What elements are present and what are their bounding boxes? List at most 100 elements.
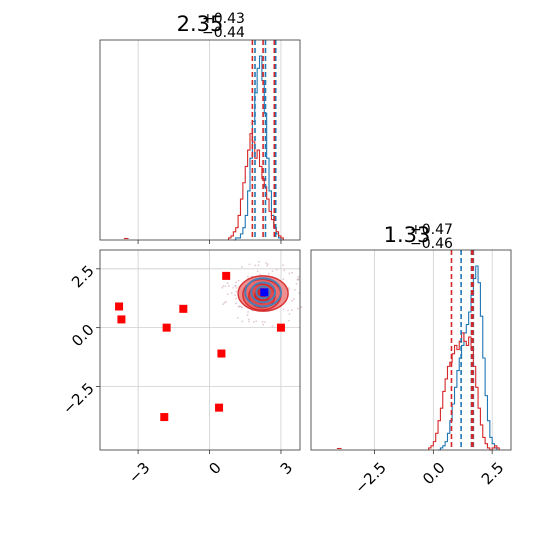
sample-point: [256, 270, 259, 273]
sample-point: [222, 303, 224, 306]
hist-series-0: [438, 265, 498, 451]
sample-point: [248, 318, 250, 321]
sample-point: [267, 263, 269, 265]
sample-point: [267, 273, 270, 275]
sample-point: [257, 264, 260, 267]
sample-point: [271, 270, 274, 273]
sample-point: [275, 268, 278, 271]
sample-point: [296, 278, 299, 281]
sample-point: [224, 285, 227, 288]
title-1-plus: +0.43: [202, 11, 245, 27]
sample-point: [247, 311, 249, 313]
sample-point: [288, 319, 290, 322]
sample-point: [230, 292, 233, 295]
sample-point: [252, 321, 255, 323]
sample-point: [255, 320, 258, 323]
y-tick-label-0: 2.5: [68, 262, 98, 292]
histogram-panel-1: [99, 39, 301, 244]
title-2-main: 1.33: [384, 223, 431, 247]
title-1-main: 2.35: [177, 12, 224, 36]
sample-point: [300, 306, 303, 309]
red-point-2: [162, 323, 171, 332]
x-tick-label-0: −2.5: [351, 459, 389, 497]
sample-point: [265, 262, 267, 264]
sample-point: [235, 286, 238, 289]
sample-point: [282, 278, 285, 281]
sample-point: [234, 284, 237, 287]
sample-point: [248, 263, 251, 266]
title-param-1: 2.35: [177, 12, 224, 36]
sample-point: [221, 286, 224, 289]
sample-point: [294, 288, 296, 291]
sample-point: [247, 275, 249, 278]
sample-point: [259, 273, 262, 276]
sample-point: [282, 264, 284, 267]
red-point-3: [179, 304, 188, 313]
x-tick-label-1: 0.0: [419, 459, 449, 489]
hist-series-1: [428, 332, 500, 451]
histogram-panel-2: −2.5 0.0 2.5: [310, 249, 512, 497]
blue-contour-1: [250, 281, 277, 304]
scatter-panel: −3 0 3 2.5 0.0 −2.5: [59, 249, 303, 487]
title-2-plus: +0.47: [410, 222, 453, 238]
y-tick-label-1: 0.0: [68, 321, 98, 351]
sample-point: [225, 300, 227, 303]
red-point-1: [117, 315, 126, 324]
sample-point: [240, 306, 243, 309]
sample-point: [223, 301, 226, 304]
sample-point: [266, 264, 268, 267]
hist-frame: [310, 249, 512, 451]
sample-point: [262, 323, 265, 326]
sample-point: [226, 282, 229, 284]
blue-contour-0: [244, 277, 282, 308]
sample-point: [235, 297, 238, 300]
sample-point: [237, 279, 240, 282]
sample-point: [287, 287, 290, 290]
sample-point: [234, 294, 237, 296]
sample-point: [290, 309, 293, 312]
title-param-2: 1.33: [384, 223, 431, 247]
sample-point: [254, 264, 257, 267]
sample-point: [241, 320, 244, 323]
title-2-minus: −0.46: [410, 236, 453, 252]
sample-point: [271, 325, 274, 328]
sample-point: [297, 307, 299, 310]
sample-point: [288, 313, 291, 315]
sample-point: [237, 305, 240, 308]
sample-point: [264, 321, 266, 323]
sample-point: [291, 271, 293, 274]
sample-point: [241, 265, 243, 268]
sample-point: [291, 299, 294, 302]
title-1-minus: −0.44: [202, 25, 245, 41]
red-point-6: [215, 403, 224, 412]
x-tick-label-2: 2.5: [478, 459, 508, 489]
sample-point: [246, 314, 249, 316]
red-point-8: [276, 323, 285, 332]
sample-point: [283, 269, 285, 272]
sample-point: [295, 282, 298, 285]
sample-point: [227, 293, 229, 296]
sample-point: [235, 290, 238, 293]
hist-frame: [99, 39, 301, 241]
sample-point: [282, 308, 285, 310]
red-point-4: [222, 271, 231, 280]
sample-point: [235, 302, 237, 305]
blue-point: [260, 288, 269, 297]
sample-point: [261, 320, 264, 323]
sample-point: [248, 320, 250, 323]
y-tick-label-2: −2.5: [59, 379, 97, 417]
scatter-frame: [99, 249, 301, 451]
x-tick-label-1: 0: [205, 459, 224, 478]
sample-point: [292, 298, 295, 300]
x-tick-label-2: 3: [277, 459, 296, 478]
sample-point: [297, 275, 300, 278]
sample-point: [227, 285, 230, 287]
sample-point: [287, 309, 289, 312]
sample-point: [235, 281, 237, 284]
red-point-0: [115, 302, 124, 311]
sample-point: [288, 272, 291, 275]
sample-point: [222, 285, 225, 287]
sample-point: [232, 286, 234, 289]
blue-contour-2: [255, 285, 271, 300]
